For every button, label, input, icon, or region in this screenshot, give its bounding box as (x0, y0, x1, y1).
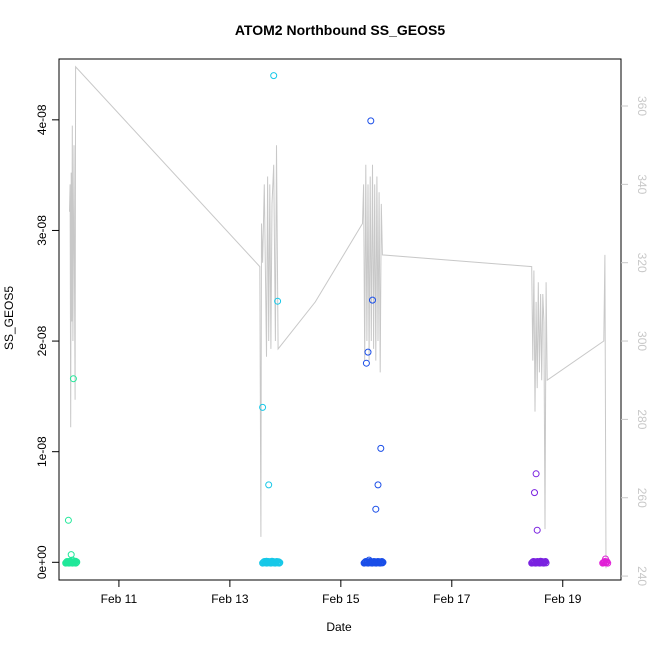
data-point (602, 555, 609, 563)
data-point (72, 557, 80, 565)
data-point (603, 558, 611, 566)
data-point (375, 558, 383, 566)
data-point (378, 558, 386, 566)
data-point (367, 117, 375, 125)
y2-tick-label: 240 (635, 566, 649, 586)
x-tick-label: Feb 17 (433, 592, 471, 606)
y2-tick-label: 360 (635, 96, 649, 116)
data-point (268, 557, 276, 565)
data-point (540, 558, 548, 566)
y2-tick-label: 320 (635, 253, 649, 273)
x-axis-label: Date (326, 620, 352, 634)
y-tick-label: 3e-08 (35, 215, 49, 246)
altitude-line (69, 65, 607, 569)
data-point (372, 505, 380, 513)
data-point (531, 489, 538, 497)
data-point (64, 516, 72, 524)
y-tick-label: 4e-08 (35, 104, 49, 135)
y-axis: 0e+00 1e-08 2e-08 3e-08 4e-08 (35, 104, 59, 579)
y-tick-label: 0e+00 (35, 545, 49, 579)
data-point (533, 526, 541, 534)
data-point (265, 481, 273, 489)
data-point (271, 558, 279, 566)
x-tick-label: Feb 15 (322, 592, 360, 606)
data-point (364, 348, 372, 356)
data-point (274, 297, 282, 305)
data-point (600, 558, 608, 566)
y2-tick-label: 340 (635, 174, 649, 194)
x-tick-label: Feb 13 (211, 592, 249, 606)
data-point (70, 558, 78, 566)
y2-tick-label: 260 (635, 488, 649, 508)
chart-title: ATOM2 Northbound SS_GEOS5 (235, 22, 445, 38)
data-point (69, 375, 77, 383)
x-tick-label: Feb 11 (101, 592, 138, 606)
data-point (369, 296, 376, 304)
data-point (361, 558, 369, 566)
y-axis-label: SS_GEOS5 (2, 286, 16, 350)
data-point (377, 444, 385, 452)
data-point (537, 557, 545, 565)
data-point (270, 72, 278, 80)
data-point (68, 556, 76, 564)
data-point (67, 551, 75, 559)
data-point (374, 481, 382, 489)
plot-frame (58, 58, 622, 581)
data-point (259, 403, 267, 411)
data-point (362, 359, 370, 367)
y-tick-label: 1e-08 (35, 436, 49, 467)
y-tick-label: 2e-08 (35, 325, 49, 356)
altitude-line-layer (69, 65, 607, 569)
points-layer (62, 72, 612, 567)
y2-tick-label: 280 (635, 409, 649, 429)
data-point (261, 558, 269, 566)
x-tick-label: Feb 19 (544, 592, 582, 606)
y2-axis: 240 260 280 300 320 340 360 (621, 96, 649, 586)
data-point (275, 558, 283, 566)
data-point (532, 470, 540, 478)
data-point (604, 559, 612, 567)
x-axis: Feb 11 Feb 13 Feb 15 Feb 17 Feb 19 (101, 580, 582, 606)
y2-tick-label: 300 (635, 331, 649, 351)
